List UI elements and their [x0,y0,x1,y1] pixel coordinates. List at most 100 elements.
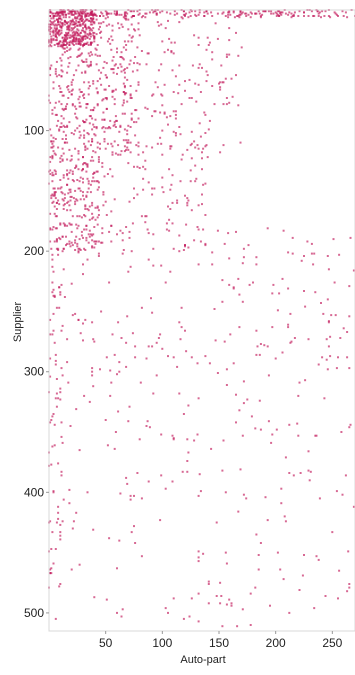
data-point [136,165,139,168]
data-point [114,152,117,155]
data-point [93,340,96,343]
data-point [51,22,54,25]
data-point [307,469,310,472]
data-point [104,419,107,421]
data-point [127,148,130,151]
data-point [54,617,57,620]
data-point [122,99,125,102]
data-point [289,312,292,315]
data-point [303,554,305,556]
data-point [213,308,216,310]
data-point [279,12,282,15]
data-point [61,374,64,377]
data-point [129,265,132,268]
data-point [53,191,56,194]
data-point [68,188,71,191]
data-point [49,156,52,159]
data-point [75,69,78,72]
data-point [75,42,78,45]
data-point [180,158,183,161]
data-point [126,133,129,136]
data-point [164,27,167,30]
data-point [69,22,72,25]
data-point [117,153,120,156]
data-point [110,48,113,51]
data-point [67,88,70,91]
data-point [97,160,100,163]
data-point [116,567,118,570]
data-point [317,15,320,17]
data-point [66,183,69,186]
data-point [54,197,57,200]
data-point [290,16,293,19]
data-point [178,21,181,24]
data-point [308,479,311,482]
data-point [207,128,210,131]
data-point [59,523,62,526]
data-point [66,126,69,128]
data-point [79,332,82,335]
data-point [178,392,181,395]
data-point [155,13,158,16]
data-point [106,173,109,175]
x-axis: 50 100 150 200 250 [99,631,343,650]
data-point [146,52,149,55]
data-point [57,146,60,149]
data-point [211,58,214,61]
data-point [198,63,201,66]
data-point [276,13,279,16]
data-point [197,550,200,553]
data-point [69,11,72,14]
data-point [201,151,203,154]
data-point [60,435,63,438]
data-point [92,80,95,83]
data-point [156,86,159,89]
data-point [77,251,80,254]
data-point [69,19,72,22]
data-point [111,145,114,148]
data-point [89,44,92,46]
data-point [137,117,140,120]
data-point [86,132,89,134]
data-point [298,381,301,384]
data-point [84,23,87,26]
data-point [334,314,337,317]
data-point [246,398,249,401]
data-point [53,205,56,208]
data-point [87,93,90,96]
data-point [83,81,86,84]
data-point [155,374,158,377]
data-point [92,27,95,30]
data-point [172,438,175,441]
data-point [82,236,84,239]
data-point [94,206,97,209]
data-point [63,19,66,22]
data-point [65,21,67,24]
data-point [270,12,273,15]
data-point [95,240,98,243]
data-point [221,81,224,84]
data-point [52,270,55,273]
data-point [68,28,71,31]
data-point [136,10,139,13]
data-point [125,365,128,368]
data-point [74,241,77,244]
data-point [74,147,77,150]
data-point [71,179,74,181]
data-point [293,11,296,14]
data-point [89,35,92,38]
data-point [89,183,92,186]
data-point [144,16,147,19]
data-point [235,74,237,77]
data-point [78,34,81,37]
data-point [207,583,210,585]
data-point [49,520,52,523]
data-point [84,208,87,210]
data-point [208,362,211,365]
data-point [199,135,202,138]
data-point [79,15,82,17]
data-point [347,550,350,553]
data-point [150,297,152,300]
data-point [91,23,94,26]
data-point [137,145,140,148]
